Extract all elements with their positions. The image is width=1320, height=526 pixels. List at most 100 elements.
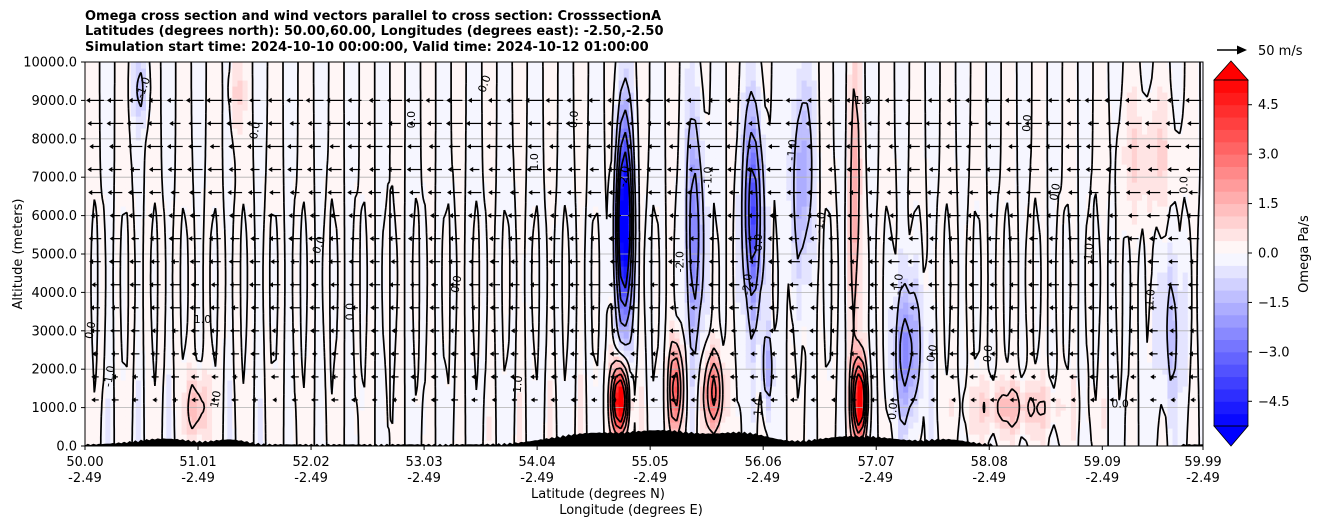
omega-cell bbox=[461, 158, 467, 165]
omega-cell bbox=[435, 158, 442, 165]
omega-cell bbox=[455, 326, 462, 333]
omega-cell bbox=[247, 320, 254, 327]
omega-cell bbox=[349, 386, 355, 393]
omega-cell bbox=[323, 110, 330, 117]
omega-cell bbox=[176, 314, 183, 321]
omega-cell bbox=[257, 98, 264, 105]
omega-cell bbox=[85, 344, 91, 351]
omega-cell bbox=[410, 146, 416, 153]
omega-cell bbox=[232, 74, 239, 81]
omega-cell bbox=[227, 380, 233, 387]
omega-cell bbox=[242, 284, 249, 291]
omega-cell bbox=[166, 200, 172, 207]
omega-cell bbox=[440, 92, 447, 99]
omega-cell bbox=[374, 296, 381, 303]
omega-cell bbox=[328, 428, 335, 435]
omega-cell bbox=[217, 254, 223, 261]
omega-cell bbox=[461, 182, 467, 189]
omega-cell bbox=[85, 86, 91, 93]
omega-cell bbox=[466, 74, 472, 81]
omega-cell bbox=[313, 92, 320, 99]
omega-cell bbox=[430, 188, 437, 195]
omega-cell bbox=[278, 428, 284, 435]
omega-cell bbox=[206, 392, 213, 399]
omega-cell bbox=[135, 158, 142, 165]
omega-cell bbox=[105, 368, 112, 375]
omega-cell bbox=[308, 356, 315, 363]
omega-cell bbox=[201, 98, 208, 105]
omega-cell bbox=[115, 218, 122, 225]
omega-cell bbox=[359, 308, 366, 315]
omega-cell bbox=[394, 182, 401, 189]
omega-cell bbox=[359, 242, 366, 249]
omega-cell bbox=[212, 116, 218, 123]
omega-cell bbox=[100, 92, 106, 99]
omega-cell bbox=[232, 122, 239, 129]
omega-cell bbox=[445, 416, 452, 423]
omega-cell bbox=[461, 380, 467, 387]
omega-cell bbox=[191, 170, 198, 177]
omega-cell bbox=[445, 200, 452, 207]
omega-cell bbox=[288, 176, 294, 183]
omega-cell bbox=[171, 242, 178, 249]
omega-cell bbox=[450, 116, 457, 123]
omega-cell bbox=[440, 236, 447, 243]
omega-cell bbox=[145, 278, 152, 285]
omega-cell bbox=[298, 200, 305, 207]
omega-cell bbox=[455, 122, 462, 129]
omega-cell bbox=[415, 290, 421, 297]
omega-cell bbox=[252, 434, 259, 441]
omega-cell bbox=[369, 86, 376, 93]
omega-cell bbox=[176, 296, 183, 303]
omega-cell bbox=[374, 266, 381, 273]
omega-cell bbox=[440, 68, 447, 75]
omega-cell bbox=[400, 398, 406, 405]
omega-cell bbox=[217, 284, 223, 291]
omega-cell bbox=[359, 128, 366, 135]
omega-cell bbox=[420, 422, 427, 429]
omega-cell bbox=[120, 266, 127, 273]
omega-cell bbox=[450, 344, 457, 351]
omega-cell bbox=[445, 422, 452, 429]
omega-cell bbox=[308, 260, 315, 267]
omega-cell bbox=[95, 344, 101, 351]
omega-cell bbox=[466, 104, 472, 111]
omega-cell bbox=[161, 170, 167, 177]
omega-cell bbox=[400, 314, 406, 321]
omega-cell bbox=[476, 188, 482, 195]
omega-cell bbox=[359, 416, 366, 423]
omega-cell bbox=[318, 116, 325, 123]
omega-cell bbox=[105, 188, 112, 195]
omega-cell bbox=[466, 428, 472, 435]
omega-cell bbox=[384, 194, 391, 201]
omega-cell bbox=[166, 122, 172, 129]
omega-cell bbox=[318, 98, 325, 105]
omega-cell bbox=[212, 104, 218, 111]
omega-cell bbox=[430, 302, 437, 309]
omega-cell bbox=[379, 188, 386, 195]
omega-cell bbox=[227, 320, 233, 327]
omega-cell bbox=[328, 314, 335, 321]
omega-cell bbox=[374, 434, 381, 441]
omega-cell bbox=[420, 230, 427, 237]
omega-cell bbox=[288, 308, 294, 315]
omega-cell bbox=[435, 314, 442, 321]
omega-cell bbox=[242, 314, 249, 321]
omega-cell bbox=[191, 104, 198, 111]
omega-cell bbox=[298, 134, 305, 141]
omega-cell bbox=[318, 260, 325, 267]
omega-cell bbox=[445, 296, 452, 303]
omega-cell bbox=[359, 140, 366, 147]
omega-cell bbox=[420, 218, 427, 225]
omega-cell bbox=[359, 92, 366, 99]
omega-cell bbox=[328, 110, 335, 117]
omega-cell bbox=[242, 398, 249, 405]
omega-cell bbox=[466, 398, 472, 405]
omega-cell bbox=[201, 260, 208, 267]
omega-cell bbox=[415, 230, 421, 237]
omega-cell bbox=[267, 164, 274, 171]
omega-cell bbox=[201, 314, 208, 321]
omega-cell bbox=[278, 386, 284, 393]
omega-cell bbox=[166, 368, 172, 375]
omega-cell bbox=[125, 188, 132, 195]
